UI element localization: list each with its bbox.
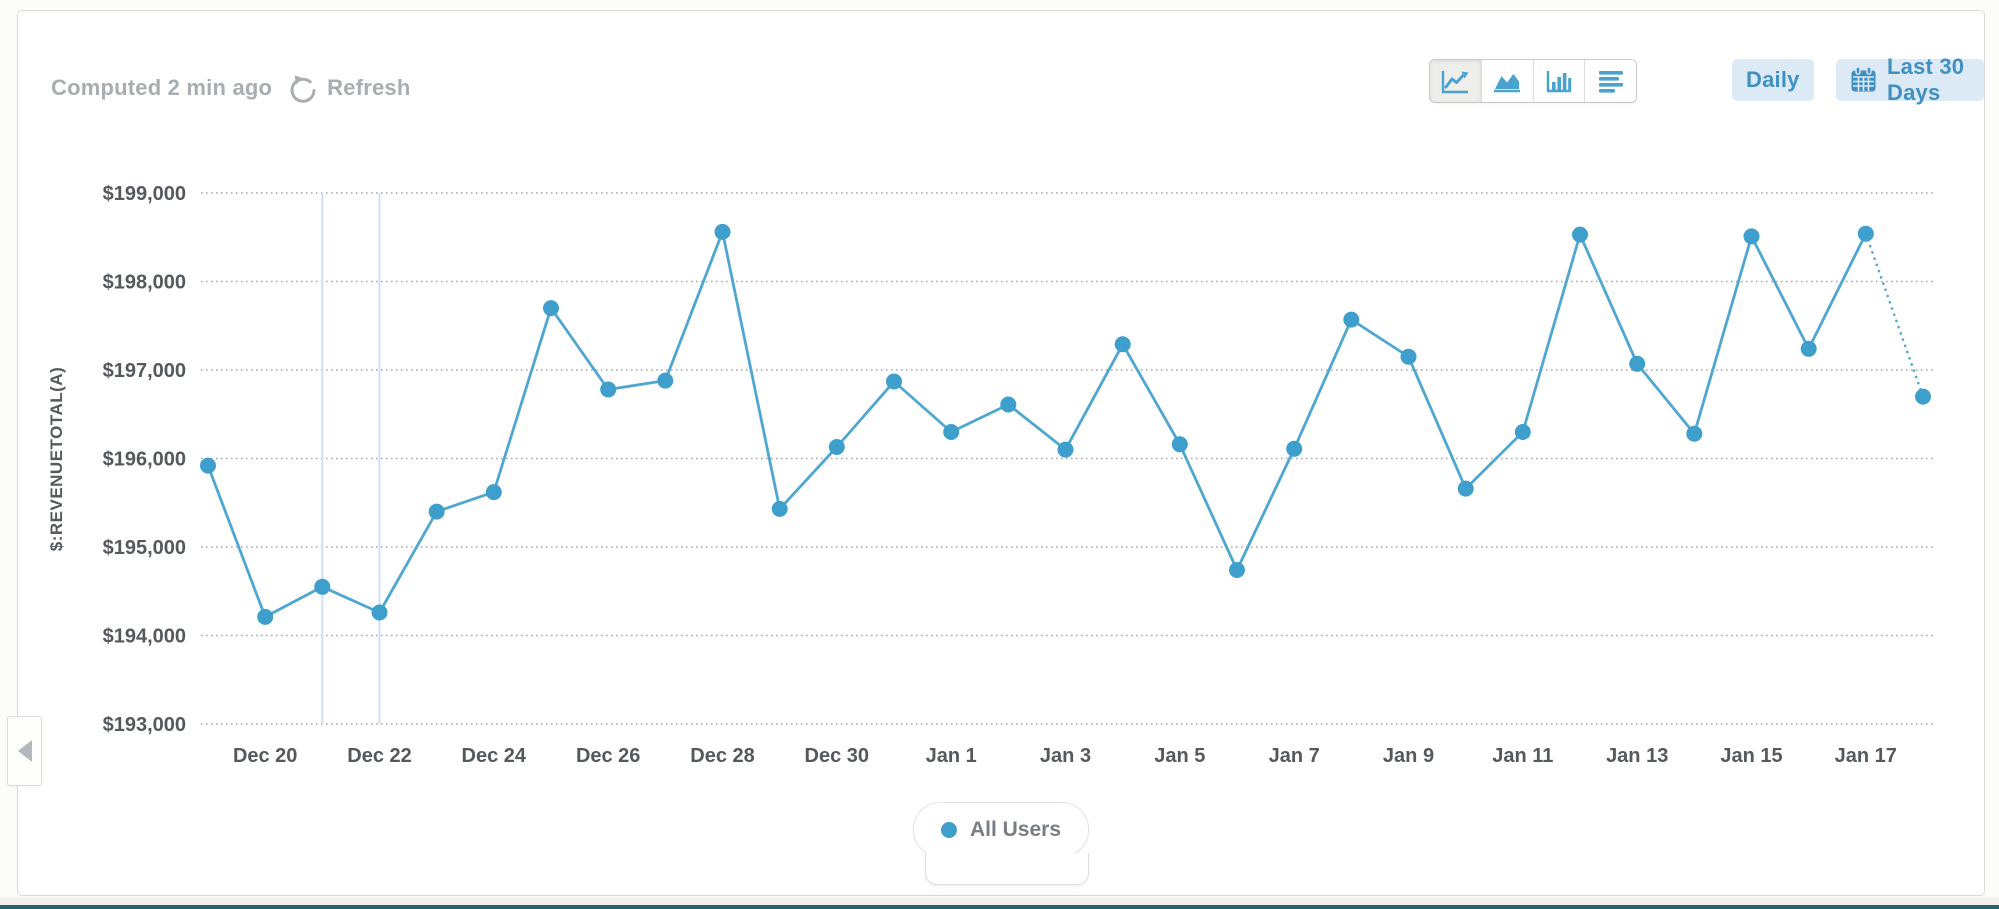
x-tick-label: Jan 17 [1835, 745, 1897, 767]
collapse-left-icon [17, 740, 32, 762]
area-chart-icon [1492, 68, 1522, 95]
chart-type-group [1429, 59, 1637, 103]
data-point[interactable] [1572, 226, 1588, 243]
data-point[interactable] [600, 381, 617, 398]
data-point[interactable] [1114, 336, 1131, 353]
x-tick-label: Jan 3 [1040, 745, 1091, 767]
chart-type-table-button[interactable] [1585, 60, 1636, 102]
data-point[interactable] [657, 372, 674, 389]
data-point[interactable] [200, 457, 216, 474]
data-point[interactable] [371, 604, 388, 621]
data-point[interactable] [257, 608, 274, 625]
data-point[interactable] [1057, 441, 1074, 458]
data-point[interactable] [714, 223, 731, 240]
data-point[interactable] [1457, 480, 1474, 497]
bottom-drawer-handle[interactable] [925, 853, 1089, 885]
x-tick-label: Jan 7 [1269, 745, 1320, 767]
x-tick-label: Jan 5 [1154, 745, 1205, 767]
granularity-label: Daily [1746, 67, 1800, 92]
y-tick-label: $198,000 [103, 272, 186, 294]
legend-series-dot [940, 821, 957, 838]
data-point[interactable] [1743, 228, 1760, 245]
data-point[interactable] [1343, 311, 1360, 328]
footer-accent-bar [0, 905, 1999, 909]
data-point[interactable] [1000, 396, 1017, 413]
x-tick-label: Jan 13 [1606, 745, 1668, 767]
data-point[interactable] [428, 503, 445, 520]
chart-type-bar-button[interactable] [1533, 60, 1586, 102]
refresh-label: Refresh [327, 75, 411, 100]
x-tick-label: Dec 24 [462, 745, 527, 767]
y-axis-title: $:REVENUETOTAL(A) [47, 367, 66, 552]
data-point[interactable] [1400, 348, 1417, 365]
data-point[interactable] [543, 300, 559, 317]
x-tick-label: Jan 1 [926, 745, 977, 767]
granularity-button[interactable]: Daily [1732, 59, 1814, 101]
x-tick-label: Dec 28 [690, 745, 755, 767]
data-point[interactable] [943, 424, 960, 440]
data-point[interactable] [771, 500, 788, 517]
chart-type-area-button[interactable] [1481, 60, 1534, 102]
table-view-icon [1597, 68, 1625, 94]
data-point[interactable] [1229, 562, 1245, 578]
data-point[interactable] [1915, 388, 1931, 405]
sidebar-collapse-handle[interactable] [7, 716, 42, 786]
data-point[interactable] [485, 484, 502, 501]
y-tick-label: $199,000 [103, 183, 186, 205]
data-point[interactable] [1171, 436, 1188, 453]
data-point[interactable] [828, 439, 845, 455]
x-tick-label: Dec 20 [233, 745, 298, 767]
data-point[interactable] [1857, 225, 1874, 242]
y-tick-label: $194,000 [103, 626, 186, 648]
revenue-line-chart: $199,000 $198,000 $197,000 $196,000 $195,000… [47, 183, 1934, 767]
x-tick-label: Dec 22 [347, 745, 412, 767]
x-tick-label: Dec 26 [576, 745, 641, 767]
refresh-icon [288, 73, 318, 103]
report-card: Computed 2 min ago Refresh [17, 10, 1985, 896]
data-point[interactable] [1286, 440, 1303, 457]
y-tick-label: $193,000 [103, 714, 186, 736]
data-point[interactable] [1629, 355, 1646, 372]
calendar-icon [1850, 66, 1877, 94]
x-tick-label: Dec 30 [805, 745, 870, 767]
data-point[interactable] [1686, 425, 1703, 442]
computed-timestamp: Computed 2 min ago [51, 75, 273, 100]
legend-series-label: All Users [969, 817, 1062, 841]
data-point[interactable] [1800, 340, 1817, 357]
data-point[interactable] [1514, 424, 1531, 440]
x-tick-label: Jan 9 [1383, 745, 1434, 767]
y-tick-label: $196,000 [103, 449, 186, 471]
y-tick-label: $195,000 [103, 537, 186, 559]
bar-chart-icon [1544, 68, 1574, 95]
report-status: Computed 2 min ago Refresh [51, 73, 411, 103]
x-tick-label: Jan 11 [1492, 745, 1553, 767]
y-tick-label: $197,000 [103, 360, 186, 382]
line-chart-icon [1440, 68, 1470, 95]
data-point[interactable] [314, 578, 331, 595]
date-range-button[interactable]: Last 30 Days [1836, 54, 1984, 105]
chart-type-line-button[interactable] [1430, 60, 1482, 102]
data-point[interactable] [886, 373, 902, 390]
date-range-label: Last 30 Days [1887, 54, 1965, 105]
series-line [206, 230, 1868, 619]
series-line-partial [1864, 232, 1925, 398]
legend-all-users[interactable]: All Users [912, 802, 1090, 857]
x-tick-label: Jan 15 [1720, 745, 1782, 767]
refresh-button[interactable]: Refresh [288, 73, 410, 103]
